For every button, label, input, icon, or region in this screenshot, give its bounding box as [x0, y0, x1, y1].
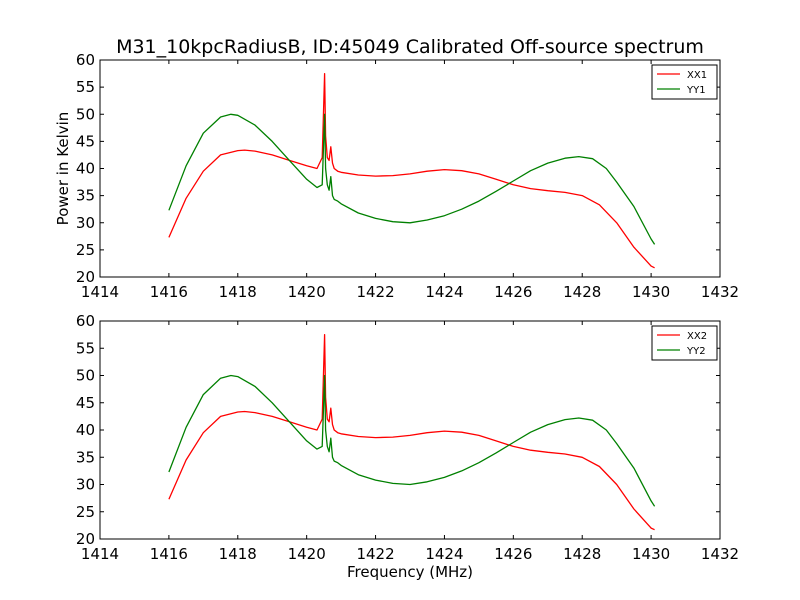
y-tick-label: 30 — [76, 214, 95, 232]
x-tick-label: 1428 — [563, 545, 601, 563]
plot-panels: 1414 1416 1418 1420 1422 1424 1426 1428 1430 1432… — [54, 51, 739, 581]
x-tick-label: 1416 — [150, 545, 188, 563]
y-tick-label: 55 — [76, 339, 95, 357]
x-tick-label: 1422 — [356, 545, 394, 563]
y-tick-label: 25 — [76, 241, 95, 259]
x-tick-label: 1432 — [701, 283, 739, 301]
y-tick-label: 40 — [76, 421, 95, 439]
axes-frame — [99, 320, 721, 540]
plot-panel-1: 1414 1416 1418 1420 1422 1424 1426 1428 1430 1432… — [54, 51, 739, 301]
y-tick-label: 40 — [76, 160, 95, 178]
x-tick-label: 1420 — [288, 283, 326, 301]
legend-label: XX2 — [687, 331, 707, 342]
y-tick-label: 20 — [76, 530, 95, 548]
y-tick-label: 25 — [76, 503, 95, 521]
x-tick-label: 1416 — [150, 283, 188, 301]
x-tick-label: 1414 — [81, 545, 119, 563]
y-tick-label: 50 — [76, 105, 95, 123]
legend-box — [651, 64, 718, 100]
x-tick-label: 1432 — [701, 545, 739, 563]
y-tick-label: 35 — [76, 448, 95, 466]
legend-label: YY2 — [686, 346, 706, 357]
y-tick-label: 20 — [76, 268, 95, 286]
x-tick-label: 1430 — [632, 545, 670, 563]
y-tick-label: 45 — [76, 394, 95, 412]
x-tick-label: 1418 — [219, 283, 257, 301]
y-tick-label: 50 — [76, 367, 95, 385]
x-tick-label: 1426 — [494, 545, 532, 563]
y-tick-label: 30 — [76, 476, 95, 494]
x-tick-label: 1428 — [563, 283, 601, 301]
x-tick-label: 1414 — [81, 283, 119, 301]
x-tick-label: 1424 — [425, 545, 463, 563]
x-axis-label: Frequency (MHz) — [347, 563, 473, 581]
x-tick-label: 1418 — [219, 545, 257, 563]
series-line-xx1 — [168, 72, 655, 269]
legend-label: YY1 — [686, 85, 706, 96]
y-tick-label: 60 — [76, 312, 95, 330]
x-tick-label: 1422 — [356, 283, 394, 301]
figure-title: M31_10kpcRadiusB, ID:45049 Calibrated Of… — [116, 36, 704, 58]
series-line-yy1 — [168, 113, 656, 245]
plot-panel-2: 1414 1416 1418 1420 1422 1424 1426 1428 1430 1432… — [76, 312, 739, 581]
y-tick-label: 35 — [76, 187, 95, 205]
y-tick-label: 60 — [76, 51, 95, 69]
y-tick-label: 55 — [76, 78, 95, 96]
legend-label: XX1 — [687, 70, 707, 81]
series-line-yy2 — [168, 374, 656, 507]
x-tick-label: 1426 — [494, 283, 532, 301]
y-axis-label: Power in Kelvin — [54, 112, 72, 226]
legend-box — [651, 325, 718, 361]
y-tick-label: 45 — [76, 132, 95, 150]
x-tick-label: 1430 — [632, 283, 670, 301]
x-tick-label: 1424 — [425, 283, 463, 301]
series-line-xx2 — [168, 333, 655, 531]
axes-frame — [99, 59, 721, 278]
x-tick-label: 1420 — [288, 545, 326, 563]
